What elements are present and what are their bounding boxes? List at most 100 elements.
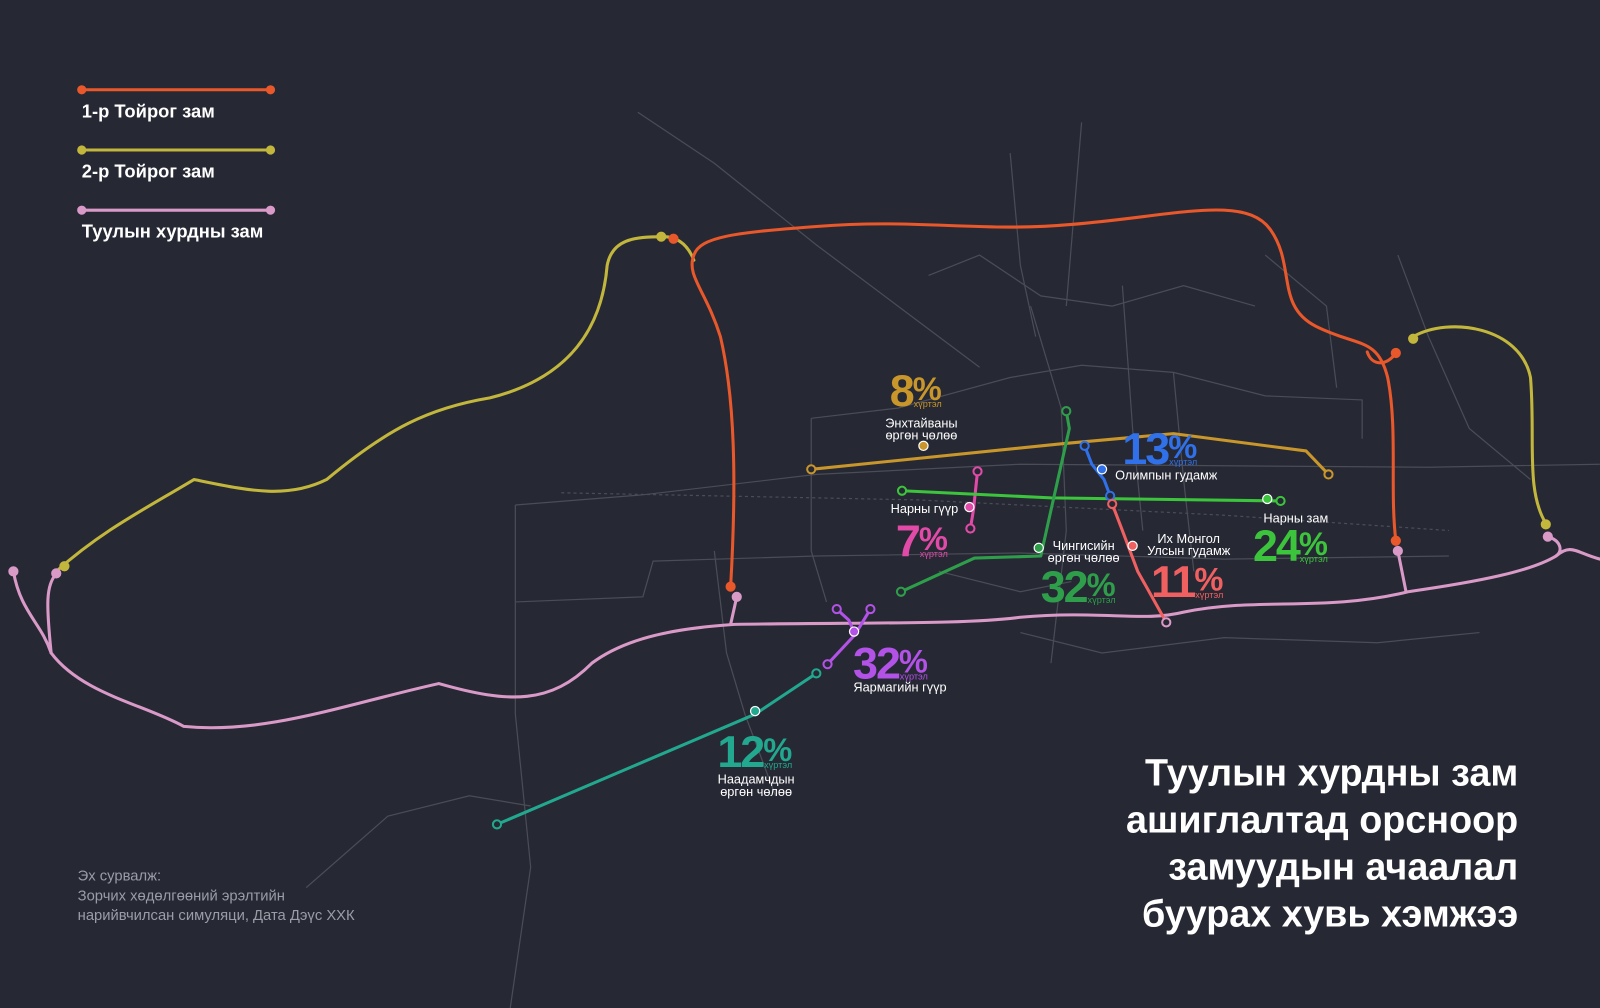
streets <box>305 111 1600 1008</box>
legend-dot <box>265 145 276 155</box>
routes <box>11 208 1600 826</box>
percent-sign: % <box>1299 525 1328 562</box>
node <box>1275 495 1286 507</box>
road-pin <box>749 705 761 717</box>
node <box>1061 406 1072 417</box>
road-line <box>900 489 1283 503</box>
node <box>831 603 842 615</box>
legend-dot <box>77 85 87 95</box>
upto-label: хүртэл <box>1300 554 1328 564</box>
road-pin <box>848 626 860 637</box>
title-line: Туулын хурдны зам <box>1145 752 1518 794</box>
road-pin <box>1127 540 1138 552</box>
node <box>59 561 70 572</box>
legend-dot <box>77 205 87 215</box>
node <box>1390 535 1401 546</box>
node <box>1392 545 1403 557</box>
reduction-value: 8 <box>890 365 914 416</box>
legend: 1-р Тойрог зам 2-р Тойрог зам Туулын хурдн… <box>77 85 276 242</box>
node <box>656 231 667 242</box>
title-line: буурах хувь хэмжээ <box>1142 892 1518 934</box>
reduction-value: 32 <box>853 637 900 688</box>
road-name: Энхтайваны <box>885 415 957 430</box>
reduction-value: 24 <box>1253 520 1301 571</box>
reduction-label: 32% <box>1041 561 1116 612</box>
road-name: Нарны зам <box>1263 510 1328 525</box>
node <box>965 523 976 534</box>
reduction-label: 24% <box>1253 520 1328 571</box>
reduction-value: 7 <box>896 515 919 566</box>
percent-sign: % <box>913 370 942 407</box>
reduction-value: 12 <box>717 726 764 777</box>
reduction-value: 11 <box>1151 556 1195 607</box>
node <box>8 566 19 577</box>
upto-label: хүртэл <box>1088 595 1116 605</box>
node <box>1161 617 1172 628</box>
node <box>1323 469 1334 480</box>
legend-dot <box>265 205 276 215</box>
node <box>896 485 908 496</box>
reduction-label: 7% <box>896 515 948 566</box>
node <box>1107 498 1118 510</box>
node <box>972 466 983 477</box>
node <box>731 591 742 602</box>
node <box>806 464 817 475</box>
node <box>725 581 736 592</box>
road-name: Яармагийн гүүр <box>853 680 946 695</box>
road-pin <box>1262 493 1273 505</box>
road-name: Улсын гудамж <box>1147 543 1231 558</box>
legend-label: 1-р Тойрог зам <box>82 100 215 121</box>
road-pin <box>1096 464 1108 475</box>
reduction-label: 11% <box>1151 556 1223 607</box>
road-name: Нарны гүүр <box>891 501 959 516</box>
percent-sign: % <box>919 520 948 557</box>
node <box>1079 440 1090 451</box>
route-nodes <box>8 231 1553 830</box>
percent-sign: % <box>1168 428 1197 465</box>
road-name: Наадамчдын <box>718 772 795 787</box>
node <box>865 603 876 615</box>
percent-sign: % <box>899 642 928 679</box>
node <box>1540 519 1551 530</box>
percent-sign: % <box>1194 561 1223 598</box>
reduction-value: 13 <box>1122 423 1169 474</box>
reduction-label: 32% <box>853 637 928 688</box>
title-line: замуудын ачаалал <box>1168 845 1518 887</box>
legend-label: Туулын хурдны зам <box>82 221 264 242</box>
ring-2-east <box>1411 325 1548 525</box>
road-pin <box>918 440 929 452</box>
road-name: Олимпын гудамж <box>1115 468 1218 483</box>
reduction-label: 8% <box>890 365 942 416</box>
upto-label: хүртэл <box>764 760 792 770</box>
source-line: Зорчих хөдөлгөөний эрэлтийн <box>78 888 285 904</box>
node <box>822 659 833 670</box>
ring-2-west <box>54 235 696 573</box>
upto-label: хүртэл <box>1169 457 1197 467</box>
legend-dot <box>265 85 276 95</box>
node <box>51 568 62 579</box>
percent-sign: % <box>763 731 792 768</box>
source-line: нарийвчилсан симуляци, Дата Дэүс ХХК <box>78 908 355 924</box>
node <box>1390 347 1401 359</box>
upto-label: хүртэл <box>900 671 928 681</box>
upto-label: хүртэл <box>920 549 948 559</box>
upto-label: хүртэл <box>914 399 942 409</box>
node <box>1408 333 1419 344</box>
road-pin <box>964 501 975 513</box>
ring-1 <box>690 208 1398 589</box>
road-name: өргөн чөлөө <box>885 428 957 443</box>
node <box>811 668 822 679</box>
node <box>668 233 679 244</box>
tuul-expressway <box>11 548 1600 730</box>
road-name: өргөн чөлөө <box>720 784 792 799</box>
legend-label: 2-р Тойрог зам <box>82 161 215 182</box>
reduction-label: 12% <box>717 726 792 777</box>
road-line <box>899 409 1071 594</box>
tuul-spurs <box>46 535 1562 655</box>
node <box>491 819 503 830</box>
road-line <box>809 432 1331 476</box>
